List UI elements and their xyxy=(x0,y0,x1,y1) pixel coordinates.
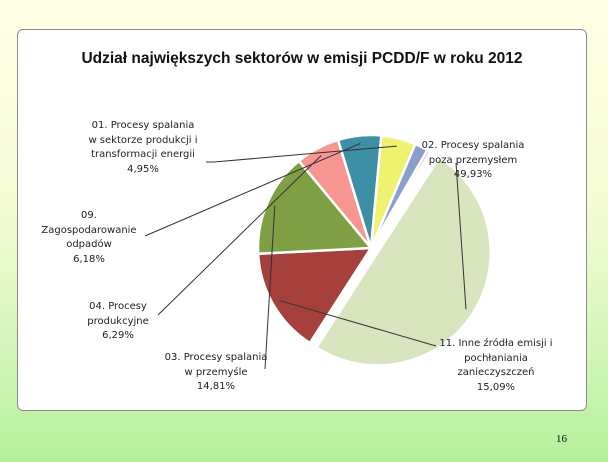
slice-label-09: 09. Zagospodarowanie odpadów 6,18% xyxy=(34,209,144,267)
page-number: 16 xyxy=(556,433,567,445)
slice-label-11-value: 15,09% xyxy=(476,381,516,393)
pie-slice-s03 xyxy=(256,159,373,256)
slice-label-11-line2: pochłaniania xyxy=(464,352,528,364)
leader-line-s11 xyxy=(279,300,437,347)
slice-label-01-line1: 01. Procesy spalania xyxy=(91,120,195,131)
slice-label-03-line2: w przemyśle xyxy=(184,366,248,378)
slice-label-01: 01. Procesy spalania w sektorze produkcj… xyxy=(73,119,213,177)
slice-label-01-line2: w sektorze produkcji i xyxy=(88,134,198,146)
slice-label-09-line1: 09. xyxy=(81,210,97,221)
slice-label-02: 02. Procesy spalania poza przemysłem 49,… xyxy=(413,139,533,183)
pie-chart xyxy=(144,133,492,370)
slice-label-09-line2: Zagospodarowanie xyxy=(41,224,137,236)
slice-label-04-line1: 04. Procesy xyxy=(89,301,147,312)
slice-label-11-line1: 11. Inne źródła emisji i xyxy=(439,338,553,349)
slice-label-01-value: 4,95% xyxy=(127,163,159,175)
slice-label-03-line1: 03. Procesy spalania xyxy=(164,352,268,363)
leader-line-s09 xyxy=(144,142,361,237)
slice-label-04: 04. Procesy produkcyjne 6,29% xyxy=(68,300,168,344)
chart-frame: Udział największych sektorów w emisji PC… xyxy=(17,29,587,411)
slice-label-11-line3: zanieczyszczeń xyxy=(457,367,535,378)
slice-label-11: 11. Inne źródła emisji i pochłaniania za… xyxy=(431,337,561,395)
chart-title: Udział największych sektorów w emisji PC… xyxy=(81,50,523,67)
slice-label-04-line2: produkcyjne xyxy=(87,315,149,327)
slice-label-09-value: 6,18% xyxy=(73,253,105,265)
slice-label-04-value: 6,29% xyxy=(102,330,134,341)
pie-slice-x3 xyxy=(369,150,434,250)
pie-slice-s11 xyxy=(256,246,373,345)
slice-label-09-line3: odpadów xyxy=(66,239,112,250)
slice-label-02-line1: 02. Procesy spalania xyxy=(421,140,525,151)
slice-label-01-line3: transformacji energii xyxy=(91,149,195,160)
leader-line-s03 xyxy=(264,205,276,370)
slice-label-02-value: 49,93% xyxy=(453,169,493,180)
leader-line-s01 xyxy=(206,145,397,163)
pie-slice-s02 xyxy=(315,156,492,367)
leader-line-s02 xyxy=(455,162,467,310)
leader-line-s04 xyxy=(157,155,322,316)
slice-label-03-value: 14,81% xyxy=(196,381,236,392)
slice-label-03: 03. Procesy spalania w przemyśle 14,81% xyxy=(156,351,276,395)
slice-label-02-line2: poza przemysłem xyxy=(428,154,518,166)
